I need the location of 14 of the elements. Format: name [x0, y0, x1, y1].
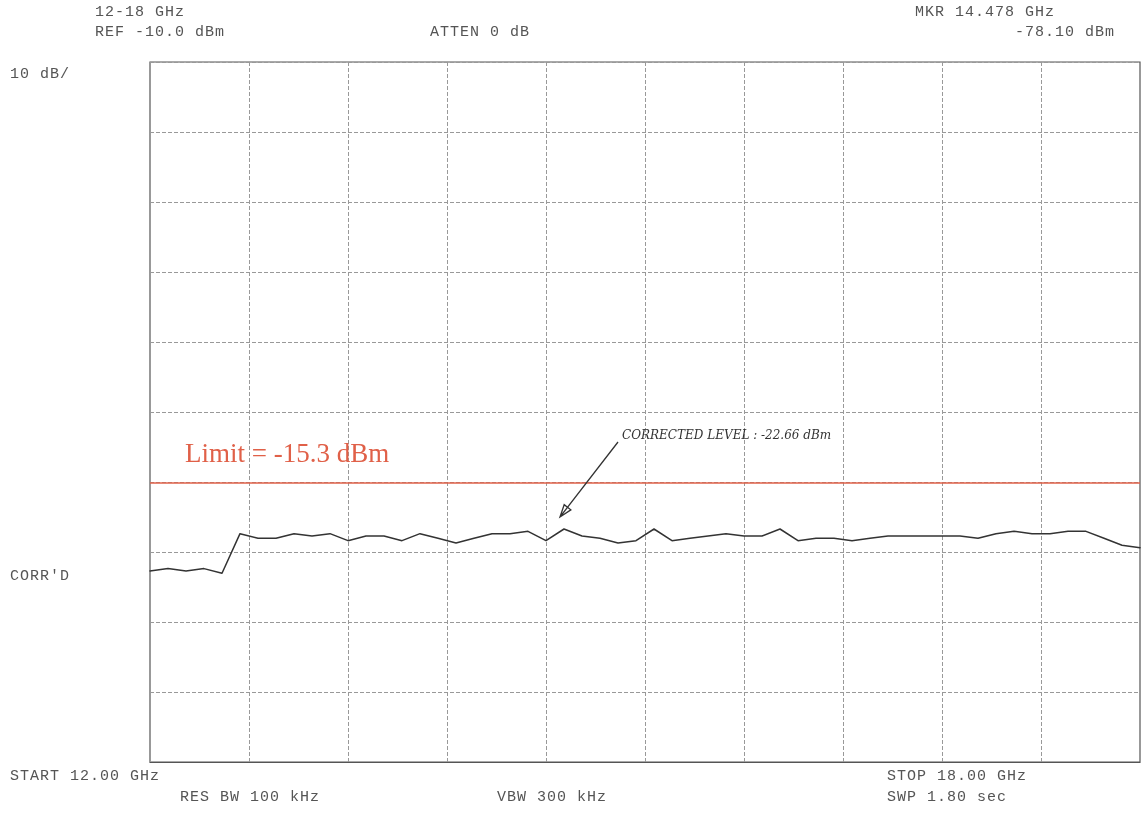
- text: REF -10.0 dBm: [95, 24, 226, 41]
- text: START 12.00 GHz: [10, 768, 161, 785]
- text: -78.10 dBm: [1015, 24, 1116, 41]
- text: 10 dB/: [10, 66, 71, 83]
- text: CORRECTED LEVEL : -22.66 dBm: [622, 428, 832, 442]
- text: VBW 300 kHz: [497, 789, 608, 806]
- text: RES BW 100 kHz: [180, 789, 321, 806]
- text: Limit = -15.3 dBm: [185, 438, 390, 469]
- text: CORR'D: [10, 568, 71, 585]
- text: MKR 14.478 GHz: [915, 4, 1056, 21]
- text: 12-18 GHz: [95, 4, 186, 21]
- text: SWP 1.80 sec: [887, 789, 1008, 806]
- text: ATTEN 0 dB: [430, 24, 531, 41]
- text: STOP 18.00 GHz: [887, 768, 1028, 785]
